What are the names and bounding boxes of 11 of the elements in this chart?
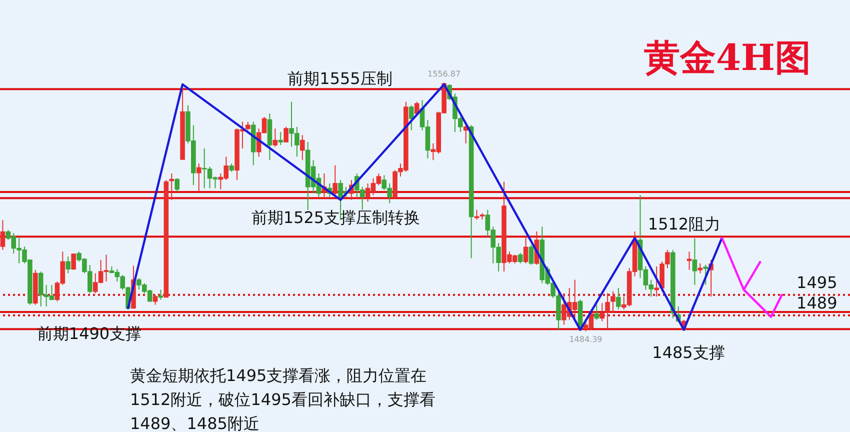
annotation: 1556.87 bbox=[428, 70, 461, 79]
ref-line-label: 前期1525支撑压制转换 bbox=[251, 208, 420, 227]
ref-line-label: 1489 bbox=[796, 293, 838, 312]
annotation: 1484.39 bbox=[569, 335, 602, 344]
annotation: 黄金短期依托1495支撑看涨，阻力位置在1512附近，破位1495看回补缺口，支撑看1489、1485附近 bbox=[130, 365, 436, 432]
ref-line-label: 前期1490支撑 bbox=[36, 324, 142, 343]
text: 黄金4H图 bbox=[644, 37, 811, 79]
ref-line-label: 1512阻力 bbox=[648, 214, 721, 234]
ref-line-label: 1485支撑 bbox=[652, 343, 725, 362]
ref-line-label: 前期1555压制 bbox=[288, 69, 392, 88]
ref-line-label: 1495 bbox=[796, 272, 838, 292]
